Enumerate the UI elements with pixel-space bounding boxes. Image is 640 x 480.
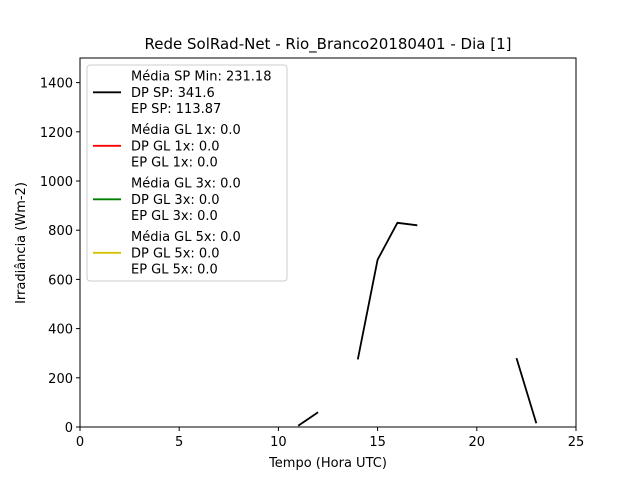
legend-entry-2-line-2: DP GL 1x: 0.0 [131, 139, 220, 154]
legend-entry-1-line-2: DP SP: 341.6 [131, 86, 215, 101]
y-tick-label: 1400 [40, 77, 73, 92]
x-tick-label: 10 [270, 435, 287, 450]
plot-area: 0 5 10 15 20 25 0 200 400 600 800 1000 1200 1400 Média… [40, 57, 585, 450]
y-tick-label: 1200 [40, 126, 73, 141]
legend-entry-4-line-3: EP GL 5x: 0.0 [131, 263, 218, 278]
x-tick-label: 20 [469, 435, 486, 450]
legend-entry-1-line-1: Média SP Min: 231.18 [131, 70, 271, 85]
legend-entry-3-line-2: DP GL 3x: 0.0 [131, 193, 220, 208]
series-1-segment-2 [356, 221, 418, 360]
legend-box [86, 64, 288, 282]
legend-entry-2-line-3: EP GL 1x: 0.0 [131, 156, 218, 171]
y-tick-label: 400 [48, 323, 73, 338]
y-tick-label: 600 [48, 273, 73, 288]
legend-entry-1-line-3: EP SP: 113.87 [131, 102, 221, 117]
y-tick-label: 800 [48, 224, 73, 239]
x-tick-label: 15 [369, 435, 386, 450]
legend-entry-2-line-1: Média GL 1x: 0.0 [131, 123, 241, 138]
axes-frame [79, 57, 577, 428]
series-1-segment-3 [515, 357, 538, 424]
legend-entry-3-line-1: Média GL 3x: 0.0 [131, 177, 241, 192]
chart-title: Rede SolRad-Net - Rio_Branco20180401 - D… [145, 35, 512, 54]
x-tick-label: 5 [175, 435, 183, 450]
x-axis-label: Tempo (Hora UTC) [268, 456, 387, 471]
y-tick-label: 200 [48, 372, 73, 387]
legend-entry-4-line-2: DP GL 5x: 0.0 [131, 246, 220, 261]
legend-entry-4-line-1: Média GL 5x: 0.0 [131, 230, 241, 245]
x-tick-label: 25 [568, 435, 585, 450]
y-tick-label: 0 [65, 421, 73, 436]
y-tick-label: 1000 [40, 175, 73, 190]
x-tick-label: 0 [76, 435, 84, 450]
y-axis-label: Irradiância (Wm-2) [14, 182, 29, 304]
series-1-segment-1 [297, 411, 319, 427]
legend-entry-3-line-3: EP GL 3x: 0.0 [131, 209, 218, 224]
